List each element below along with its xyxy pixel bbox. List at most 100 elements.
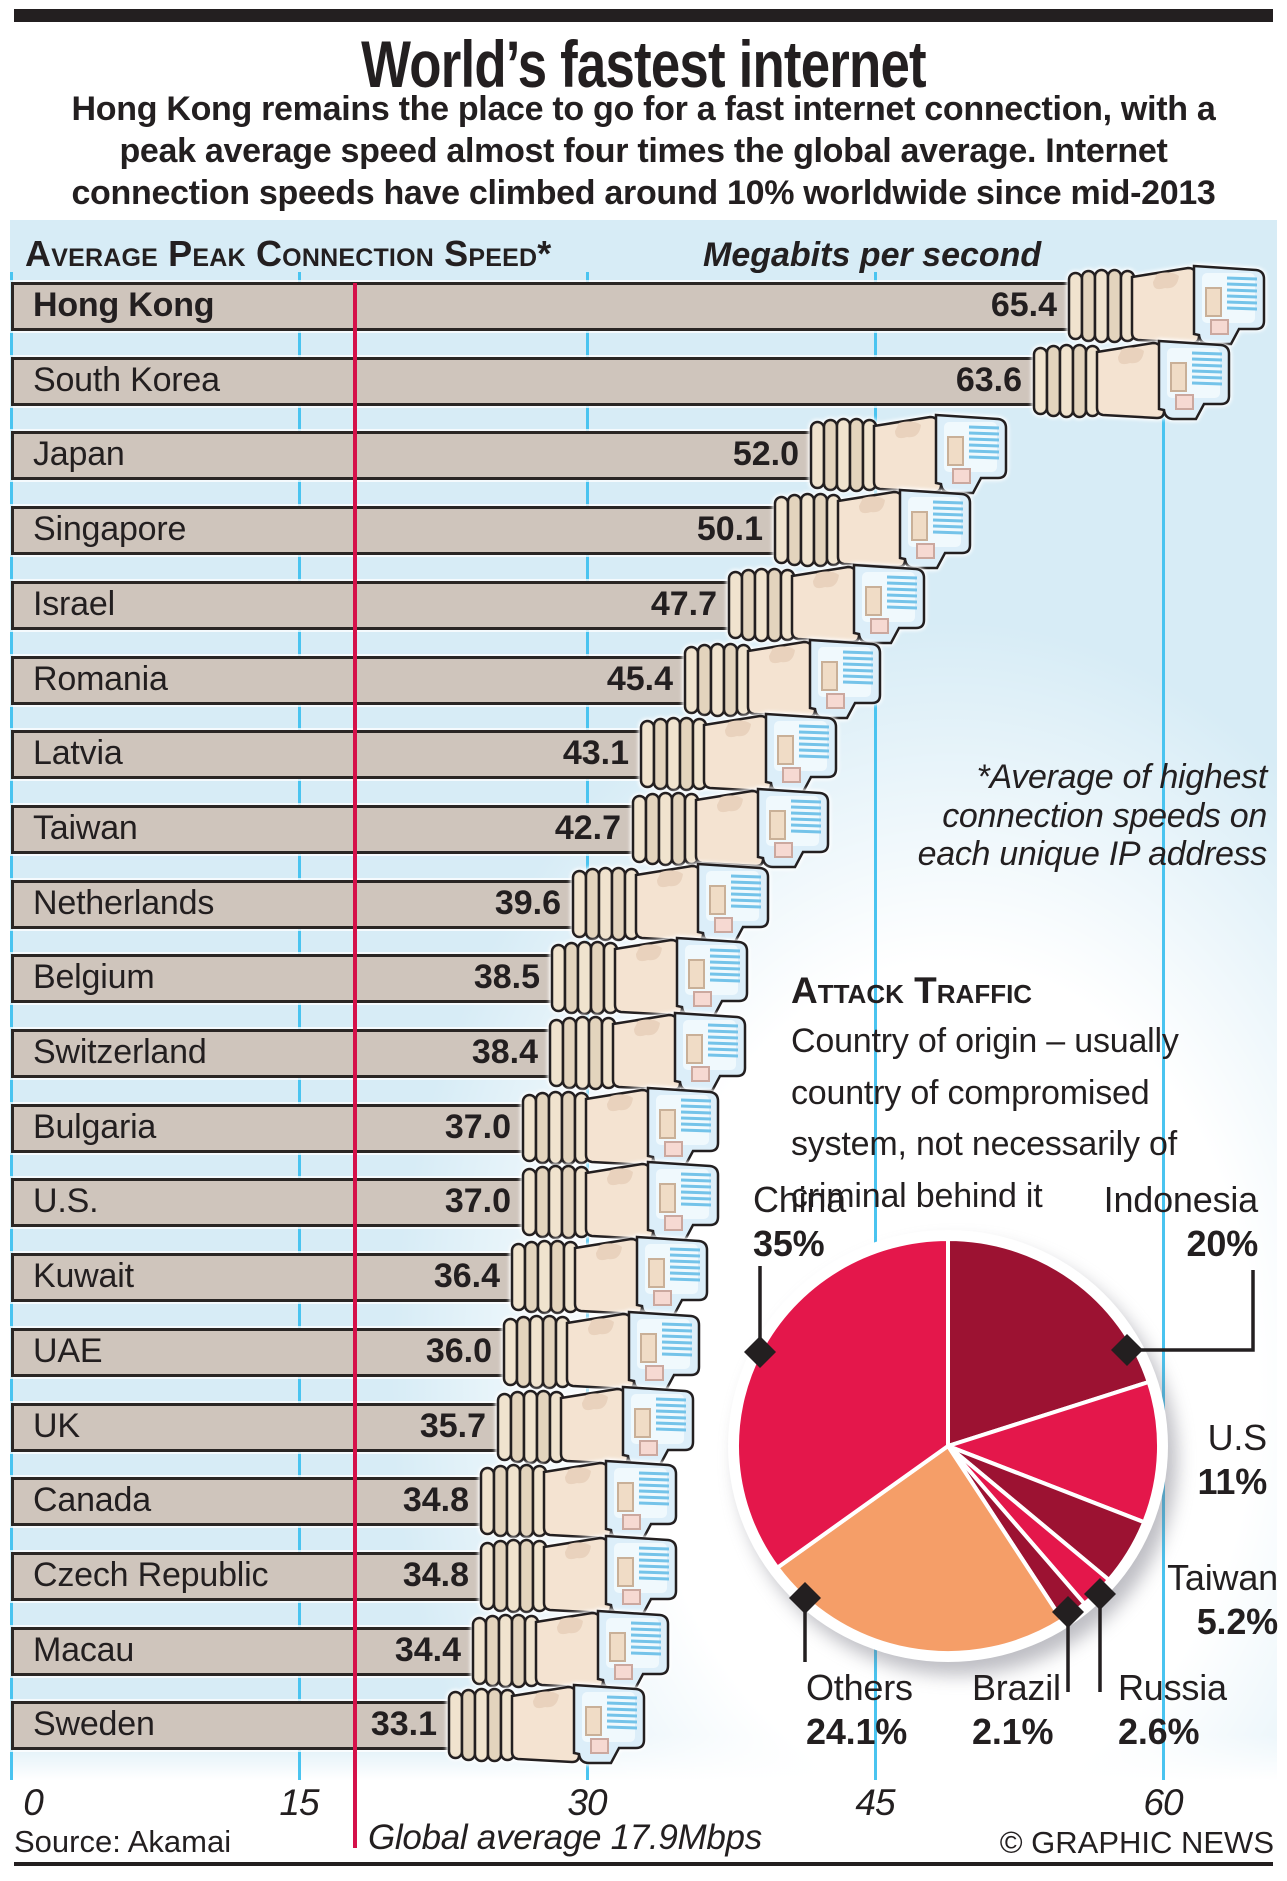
page-subtitle-line: peak average speed almost four times the…	[119, 132, 1168, 170]
page-title: World’s fastest internet	[361, 27, 926, 101]
pie-label-value: 24.1%	[806, 1711, 908, 1752]
bar-value-label: 36.4	[433, 1257, 500, 1295]
pie-label-others: Others 24.1%	[806, 1666, 913, 1754]
gridline-0	[10, 272, 13, 1780]
bar-country-label: Canada	[33, 1481, 151, 1519]
bar-value-label: 34.4	[394, 1631, 461, 1669]
bar-row	[11, 805, 691, 854]
bar-value-label: 33.1	[370, 1705, 437, 1743]
bar-value-label: 52.0	[732, 435, 799, 473]
bar-value-label: 65.4	[990, 286, 1057, 324]
bar-row	[11, 1104, 581, 1153]
units-label: Megabits per second	[703, 236, 1042, 274]
bar-value-label: 43.1	[562, 734, 629, 772]
pie-label-value: 5.2%	[1196, 1601, 1278, 1642]
bar-country-label: Taiwan	[33, 809, 138, 847]
bar-country-label: Israel	[33, 585, 115, 623]
bar-country-label: U.S.	[33, 1182, 99, 1220]
bar-country-label: Romania	[33, 660, 168, 698]
attack-description-line: Country of origin – usually	[791, 1022, 1179, 1060]
pie-label-value: 2.1%	[972, 1711, 1054, 1752]
axis-tick-label: 15	[279, 1782, 319, 1823]
gridline-15	[298, 272, 301, 1780]
gridline-45	[874, 272, 877, 1780]
publisher-credit: © GRAPHIC NEWS	[999, 1825, 1274, 1860]
pie-label-indonesia: Indonesia 20%	[1103, 1178, 1259, 1266]
bar-country-label: South Korea	[33, 361, 220, 399]
bar-country-label: Bulgaria	[33, 1108, 157, 1146]
bar-value-label: 47.7	[650, 585, 717, 623]
bar-row	[11, 1029, 608, 1078]
page-subtitle-line: connection speeds have climbed around 10…	[71, 174, 1216, 212]
source-credit: Source: Akamai	[14, 1824, 232, 1859]
pie-label-name: Russia	[1118, 1667, 1227, 1708]
bar-row	[11, 954, 610, 1003]
ethernet-plug-icon	[1026, 335, 1236, 427]
bar-value-label: 45.4	[606, 660, 673, 698]
pie-label-taiwan: Taiwan 5.2%	[1167, 1556, 1278, 1644]
pie-label-u-s: U.S 11%	[1197, 1416, 1268, 1504]
bar-value-label: 34.8	[402, 1481, 469, 1519]
top-rule	[14, 9, 1273, 22]
bar-row	[11, 1328, 562, 1377]
ethernet-plug-icon	[441, 1679, 651, 1771]
pie-label-value: 11%	[1197, 1461, 1268, 1502]
global-average-line	[353, 283, 357, 1848]
bar-row	[11, 1178, 581, 1227]
footnote-annotation: *Average of highest connection speeds on e…	[707, 758, 1268, 874]
bar-value-label: 39.6	[494, 884, 561, 922]
page-subtitle-line: Hong Kong remains the place to go for a …	[71, 90, 1216, 128]
bar-country-label: Macau	[33, 1631, 135, 1669]
bar-row	[11, 282, 1127, 331]
axis-tick-label: 30	[567, 1782, 607, 1823]
bar-country-label: UAE	[33, 1332, 103, 1370]
pie-label-name: China	[753, 1179, 847, 1220]
bar-value-label: 38.4	[471, 1033, 538, 1071]
bar-row	[11, 880, 631, 929]
axis-tick-label: 45	[855, 1782, 895, 1823]
attack-description-line: country of compromised	[791, 1073, 1150, 1112]
pie-label-russia: Russia 2.6%	[1118, 1666, 1227, 1754]
bar-value-label: 63.6	[955, 361, 1022, 399]
pie-label-value: 2.6%	[1118, 1711, 1200, 1752]
gridline-60	[1162, 272, 1165, 1780]
footnote-line: each unique IP address	[917, 835, 1268, 873]
bar-row	[11, 656, 743, 705]
pie-label-name: Taiwan	[1167, 1557, 1278, 1598]
bar-row	[11, 357, 1092, 406]
axis-tick-label: 60	[1143, 1782, 1183, 1823]
bar-country-label: Switzerland	[33, 1033, 207, 1071]
bar-country-label: Japan	[33, 435, 125, 473]
bar-value-label: 42.7	[554, 809, 621, 847]
bar-country-label: Belgium	[33, 958, 155, 996]
bar-row	[11, 1552, 539, 1601]
bar-country-label: UK	[33, 1407, 80, 1445]
bar-value-label: 36.0	[425, 1332, 492, 1370]
axis-tick-label: 0	[23, 1782, 44, 1823]
bar-value-label: 37.0	[444, 1182, 511, 1220]
pie-label-value: 20%	[1186, 1223, 1259, 1264]
global-average-label: Global average 17.9Mbps	[368, 1818, 762, 1857]
bar-row	[11, 431, 869, 480]
pie-label-brazil: Brazil 2.1%	[972, 1666, 1061, 1754]
attack-traffic-heading: Attack Traffic	[791, 970, 1033, 1011]
bar-row	[11, 506, 833, 555]
bar-value-label: 50.1	[696, 510, 763, 548]
pie-label-name: U.S	[1207, 1417, 1268, 1458]
pie-label-name: Brazil	[972, 1667, 1061, 1708]
footnote-line: connection speeds on	[942, 796, 1267, 835]
pie-label-value: 35%	[753, 1223, 825, 1264]
attack-description-line: criminal behind it	[791, 1176, 1043, 1215]
bar-country-label: Czech Republic	[33, 1556, 269, 1594]
bar-row	[11, 581, 787, 630]
bar-country-label: Sweden	[33, 1705, 155, 1743]
bar-row	[11, 1477, 539, 1526]
bar-country-label: Latvia	[33, 734, 123, 772]
pie-label-name: Indonesia	[1103, 1179, 1259, 1220]
bar-country-label: Hong Kong	[33, 286, 215, 324]
chart-heading: Average Peak Connection Speed*	[25, 233, 552, 274]
bar-country-label: Singapore	[33, 510, 187, 548]
bar-value-label: 37.0	[444, 1108, 511, 1146]
pie-label-name: Others	[806, 1667, 913, 1708]
